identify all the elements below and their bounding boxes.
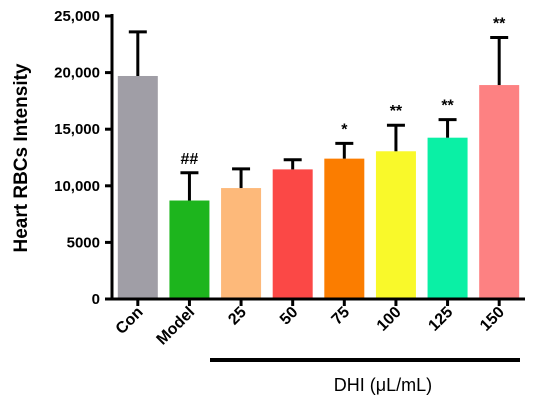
x-axis: Con Model 25 50 75 100 125 150 [112, 297, 525, 349]
bar [479, 85, 520, 299]
x-tick-label: Con [113, 304, 147, 338]
x-tick-label: 50 [277, 304, 302, 329]
y-axis: 0 5000 10,000 15,000 20,000 25,000 [54, 8, 114, 308]
significance-label: ** [441, 98, 454, 115]
bars: ##*** **** [117, 16, 520, 299]
group-label: DHI (μL/mL) [334, 375, 432, 395]
y-tick-label: 10,000 [54, 178, 100, 195]
significance-label: * [341, 121, 348, 138]
significance-label: ** [493, 16, 506, 33]
x-tick-label: 150 [477, 304, 508, 335]
significance-label: ## [181, 151, 199, 168]
bar [272, 169, 313, 299]
x-tick-label: 125 [425, 304, 456, 335]
bar [169, 200, 210, 299]
y-axis-label: Heart RBCs Intensity [11, 63, 32, 252]
significance-label: ** [390, 103, 403, 120]
x-tick-label: 25 [225, 304, 250, 329]
y-tick-label: 0 [92, 291, 100, 308]
bar [221, 188, 262, 299]
y-tick-label: 5000 [67, 234, 100, 251]
bar [117, 75, 158, 299]
y-tick-label: 15,000 [54, 121, 100, 138]
x-tick-label: Model [154, 304, 199, 349]
y-tick-label: 20,000 [54, 65, 100, 82]
x-tick-label: 100 [374, 304, 405, 335]
x-tick-label: 75 [329, 304, 354, 329]
bar [324, 158, 365, 299]
y-tick-label: 25,000 [54, 8, 100, 25]
bar [375, 151, 416, 299]
bar [427, 137, 468, 299]
